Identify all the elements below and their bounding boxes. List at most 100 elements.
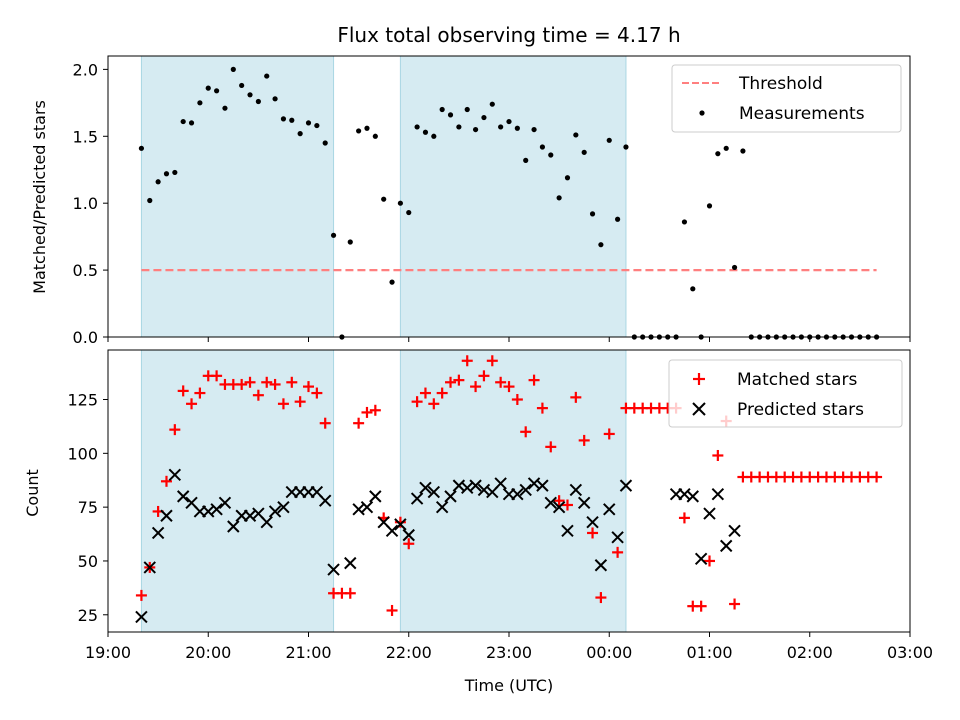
measurement-point [314,122,320,129]
measurement-point [723,145,729,151]
matched-star-point [160,475,172,487]
matched-star-point [461,355,473,367]
matched-star-point [436,387,448,399]
measurement-point [230,66,236,72]
top-panel: 0.00.51.01.52.0 Matched/Predicted stars … [30,55,911,347]
y-tick-label: 1.0 [73,194,98,213]
predicted-star-point [277,500,290,514]
y-tick-label: 0.5 [73,261,98,280]
matched-star-point [495,376,507,388]
measurement-point [715,151,721,157]
measurement-point [205,85,211,91]
matched-star-point [603,428,615,440]
measurement-point [297,131,303,137]
measurement-point [172,169,178,176]
measurement-point [589,211,596,217]
x-tick-label: 03:00 [887,643,933,662]
measurement-point [422,129,429,135]
top-legend: Threshold Measurements [671,64,902,133]
measurement-point [197,100,203,106]
matched-stars-legend-swatch [693,373,705,385]
measurement-point [414,124,420,130]
matched-star-point [319,417,331,429]
predicted-star-point [469,479,482,492]
matched-star-point [369,404,381,416]
top-legend-box [671,64,902,133]
top-chart-title: Flux total observing time = 4.17 h [337,23,680,47]
matched-star-point [186,398,198,410]
y-tick-label: 1.5 [73,127,98,146]
predicted-star-point [210,503,223,516]
matched-star-point [403,538,415,550]
measurement-point [690,286,696,292]
predicted-star-point [394,518,407,531]
matched-stars-legend-label: Matched stars [737,370,857,390]
predicted-star-point [344,556,357,570]
measurement-point [456,124,462,130]
x-tick-label: 02:00 [787,643,833,662]
matched-star-point [478,370,490,382]
measurement-point [305,120,312,126]
predicted-star-point [385,524,399,538]
predicted-star-point [586,516,599,529]
matched-star-point [871,471,883,483]
measurement-point [439,106,445,113]
measurement-point [155,179,161,185]
matched-star-point [394,516,406,528]
predicted-star-point [260,516,273,529]
predicted-star-point [410,492,424,505]
top-y-axis-label: Matched/Predicted stars [30,100,49,294]
measurement-point [681,219,688,225]
matched-star-point [261,376,273,388]
predicted-star-point [319,494,332,507]
measurement-point [406,209,412,216]
predicted-star-point [720,539,733,553]
matched-star-point [269,378,281,390]
measurement-point [381,196,387,202]
x-tick-label: 00:00 [586,643,632,662]
matched-star-point [445,376,457,388]
measurement-point [180,118,186,125]
measurement-point [347,239,353,245]
predicted-star-point [603,503,616,516]
measurement-point [506,118,512,125]
y-tick-label: 25 [78,606,98,625]
x-tick-label: 22:00 [386,643,432,662]
predicted-star-point [694,552,708,566]
measurement-point [472,126,479,133]
top-y-axis: 0.0 0.5 1.0 1.5 2.0 [73,60,108,347]
measurement-point [372,133,378,139]
predicted-star-point [686,490,699,503]
matched-star-point [277,398,289,410]
matched-star-point [453,374,465,386]
matched-star-point [578,434,590,446]
predicted-star-point [176,490,190,503]
measurement-point [356,128,362,134]
matched-star-point [252,389,264,401]
measurement-point [138,145,145,151]
matched-star-point [135,589,147,601]
matched-star-point [294,396,306,408]
matched-star-point [211,370,223,382]
x-tick-label: 01:00 [686,643,732,662]
x-tick-label: 19:00 [85,643,131,662]
predicted-star-point [611,531,624,544]
observing-interval-shade [140,55,335,338]
measurement-point [397,200,403,206]
matched-star-point [286,376,298,388]
bottom-y-axis: 25 50 75 100 125 [67,391,108,625]
matched-star-point [587,527,599,539]
predicted-star-point [703,507,716,520]
measurement-point [606,137,612,143]
matched-stars-series [135,355,883,616]
predicted-star-point [369,490,382,503]
predicted-star-point [511,488,524,501]
measurement-point [364,125,370,131]
measurement-point [731,264,738,271]
measurement-point [548,152,554,158]
y-tick-label: 100 [67,444,98,463]
predicted-stars-legend-label: Predicted stars [737,400,864,420]
measurement-point [598,242,604,248]
matched-star-point [704,555,715,567]
